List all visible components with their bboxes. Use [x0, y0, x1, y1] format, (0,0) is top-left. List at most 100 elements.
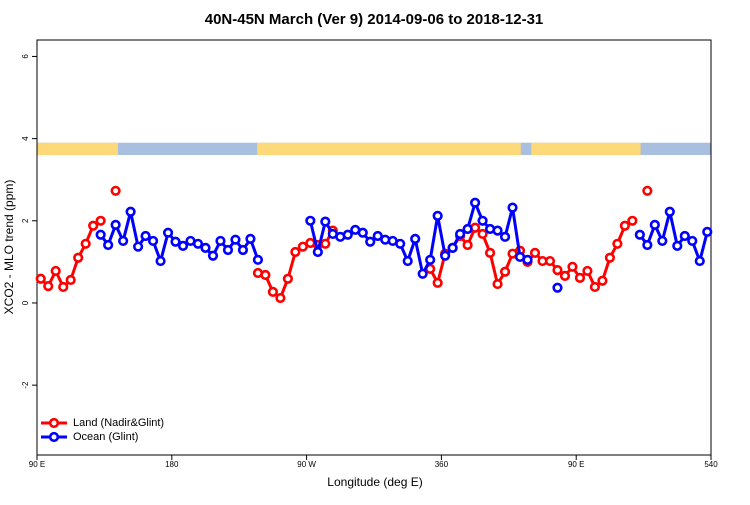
data-point	[440, 250, 451, 261]
data-point	[664, 206, 675, 217]
y-tick-label: 0	[21, 300, 30, 305]
data-point	[642, 239, 653, 251]
data-point	[657, 235, 668, 247]
data-point	[110, 185, 121, 196]
data-point	[672, 240, 683, 251]
data-point	[492, 225, 503, 236]
data-point	[499, 266, 511, 277]
data-point	[73, 252, 84, 263]
data-point	[365, 236, 376, 247]
land-band	[531, 142, 641, 156]
data-point	[432, 277, 443, 288]
data-point	[604, 252, 616, 263]
data-point	[559, 270, 571, 281]
legend-label: Land (Nadir&Glint)	[73, 417, 164, 429]
x-tick-label: 180	[165, 460, 179, 469]
data-point	[634, 229, 645, 240]
plot-frame	[36, 39, 712, 456]
data-point	[147, 235, 159, 247]
land-band	[37, 142, 118, 156]
data-point	[162, 227, 174, 238]
data-point	[43, 281, 54, 292]
data-point	[582, 265, 593, 277]
data-point	[455, 228, 466, 240]
y-tick-label: 6	[21, 54, 30, 59]
data-point	[312, 246, 323, 258]
data-point	[395, 238, 406, 249]
data-point	[694, 255, 705, 267]
data-point	[612, 238, 623, 249]
data-point	[522, 254, 533, 265]
data-point	[679, 230, 690, 242]
data-point	[552, 264, 563, 276]
data-point	[305, 215, 316, 226]
data-point	[140, 230, 151, 242]
data-point	[95, 215, 106, 226]
data-point	[155, 255, 166, 267]
data-point	[470, 197, 481, 208]
data-point	[65, 274, 76, 286]
data-point	[410, 233, 421, 244]
data-point	[372, 230, 383, 242]
data-point	[462, 239, 473, 251]
x-tick-label: 360	[435, 460, 449, 469]
data-point	[290, 246, 301, 258]
data-point	[95, 229, 106, 240]
x-tick-label: 90 W	[297, 460, 316, 469]
data-point	[192, 238, 204, 249]
data-point	[507, 202, 518, 213]
data-point	[492, 278, 503, 290]
data-point	[320, 216, 331, 227]
y-tick-label: 2	[21, 218, 30, 223]
data-point	[627, 215, 638, 226]
data-point	[177, 240, 189, 251]
data-point	[544, 255, 556, 267]
data-point	[230, 234, 241, 245]
x-tick-label: 540	[704, 460, 718, 469]
data-point	[574, 272, 586, 284]
data-point	[50, 265, 61, 277]
data-point	[207, 250, 219, 261]
data-point	[529, 247, 541, 258]
chart-title: 40N-45N March (Ver 9) 2014-09-06 to 2018…	[205, 11, 544, 28]
data-point	[245, 233, 256, 244]
data-point	[125, 206, 136, 217]
data-point	[88, 220, 99, 231]
data-point	[484, 247, 496, 258]
y-tick-label: -2	[21, 381, 30, 389]
data-point	[432, 210, 443, 221]
x-tick-label: 90 E	[568, 460, 584, 469]
data-point	[267, 286, 279, 297]
data-point	[477, 215, 488, 226]
data-point	[200, 242, 211, 254]
data-point	[282, 273, 293, 284]
data-point	[237, 244, 249, 256]
y-axis-label: XCO2 - MLO trend (ppm)	[2, 180, 16, 315]
data-point	[297, 241, 308, 252]
data-point	[103, 239, 114, 251]
data-point	[357, 227, 368, 238]
data-point	[58, 281, 69, 293]
data-point	[80, 238, 91, 249]
legend-marker	[48, 431, 60, 443]
data-point	[110, 219, 121, 231]
data-point	[687, 235, 698, 247]
data-point	[642, 185, 653, 196]
data-point	[170, 236, 181, 247]
land-band	[257, 142, 521, 156]
data-point	[499, 231, 511, 242]
data-point	[597, 275, 608, 286]
x-tick-label: 90 E	[29, 460, 45, 469]
data-point	[649, 219, 660, 231]
data-point	[320, 238, 331, 249]
data-point	[462, 223, 473, 235]
data-point	[425, 254, 436, 265]
data-point	[133, 241, 144, 252]
x-axis-label: Longitude (deg E)	[327, 475, 422, 489]
data-point	[477, 228, 488, 240]
data-point	[222, 244, 234, 256]
data-point	[619, 220, 630, 231]
data-point	[447, 242, 458, 254]
